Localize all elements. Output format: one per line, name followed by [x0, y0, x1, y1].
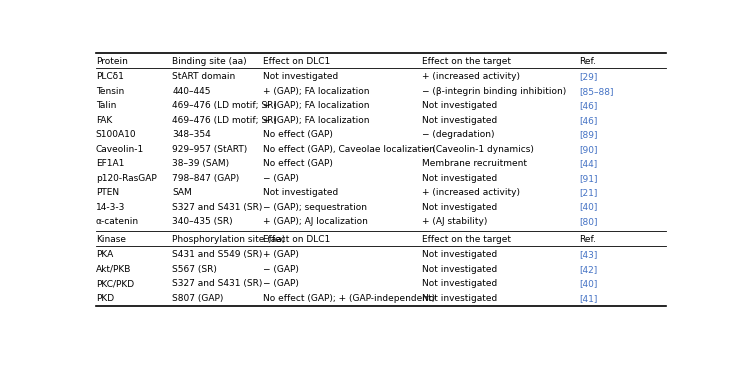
Text: [29]: [29] — [580, 72, 598, 81]
Text: [46]: [46] — [580, 116, 598, 125]
Text: 38–39 (SAM): 38–39 (SAM) — [172, 159, 230, 168]
Text: SAM: SAM — [172, 188, 192, 197]
Text: [43]: [43] — [580, 250, 598, 259]
Text: S327 and S431 (SR): S327 and S431 (SR) — [172, 203, 263, 212]
Text: Effect on DLC1: Effect on DLC1 — [263, 235, 330, 244]
Text: S567 (SR): S567 (SR) — [172, 265, 217, 274]
Text: Phosphorylation site (aa): Phosphorylation site (aa) — [172, 235, 285, 244]
Text: Effect on the target: Effect on the target — [422, 57, 511, 67]
Text: No effect (GAP): No effect (GAP) — [263, 159, 333, 168]
Text: + (GAP); AJ localization: + (GAP); AJ localization — [263, 217, 368, 226]
Text: Protein: Protein — [96, 57, 128, 67]
Text: 14-3-3: 14-3-3 — [96, 203, 125, 212]
Text: Not investigated: Not investigated — [263, 72, 338, 81]
Text: 348–354: 348–354 — [172, 130, 211, 139]
Text: Ref.: Ref. — [580, 57, 597, 67]
Text: PKC/PKD: PKC/PKD — [96, 279, 134, 288]
Text: Caveolin-1: Caveolin-1 — [96, 145, 144, 154]
Text: + (GAP): + (GAP) — [263, 250, 299, 259]
Text: Tensin: Tensin — [96, 87, 124, 96]
Text: Not investigated: Not investigated — [422, 116, 498, 125]
Text: StART domain: StART domain — [172, 72, 236, 81]
Text: [44]: [44] — [580, 159, 597, 168]
Text: [85–88]: [85–88] — [580, 87, 614, 96]
Text: + (GAP); FA localization: + (GAP); FA localization — [263, 87, 369, 96]
Text: α-catenin: α-catenin — [96, 217, 139, 226]
Text: [90]: [90] — [580, 145, 598, 154]
Text: [40]: [40] — [580, 279, 598, 288]
Text: Effect on the target: Effect on the target — [422, 235, 511, 244]
Text: Not investigated: Not investigated — [422, 203, 498, 212]
Text: [80]: [80] — [580, 217, 598, 226]
Text: Ref.: Ref. — [580, 235, 597, 244]
Text: − (GAP): − (GAP) — [263, 279, 299, 288]
Text: PKD: PKD — [96, 294, 114, 303]
Text: Not investigated: Not investigated — [422, 174, 498, 183]
Text: + (increased activity): + (increased activity) — [422, 188, 520, 197]
Text: − (degradation): − (degradation) — [422, 130, 495, 139]
Text: [42]: [42] — [580, 265, 597, 274]
Text: Binding site (aa): Binding site (aa) — [172, 57, 247, 67]
Text: S431 and S549 (SR): S431 and S549 (SR) — [172, 250, 263, 259]
Text: − (GAP): − (GAP) — [263, 174, 299, 183]
Text: 798–847 (GAP): 798–847 (GAP) — [172, 174, 239, 183]
Text: 929–957 (StART): 929–957 (StART) — [172, 145, 247, 154]
Text: − (GAP); sequestration: − (GAP); sequestration — [263, 203, 367, 212]
Text: + (GAP); FA localization: + (GAP); FA localization — [263, 116, 369, 125]
Text: Akt/PKB: Akt/PKB — [96, 265, 131, 274]
Text: 340–435 (SR): 340–435 (SR) — [172, 217, 233, 226]
Text: [41]: [41] — [580, 294, 598, 303]
Text: S327 and S431 (SR): S327 and S431 (SR) — [172, 279, 263, 288]
Text: p120-RasGAP: p120-RasGAP — [96, 174, 157, 183]
Text: + (GAP); FA localization: + (GAP); FA localization — [263, 101, 369, 110]
Text: 440–445: 440–445 — [172, 87, 211, 96]
Text: No effect (GAP), Caveolae localization: No effect (GAP), Caveolae localization — [263, 145, 435, 154]
Text: No effect (GAP); + (GAP-independent): No effect (GAP); + (GAP-independent) — [263, 294, 435, 303]
Text: Not investigated: Not investigated — [422, 279, 498, 288]
Text: − (β-integrin binding inhibition): − (β-integrin binding inhibition) — [422, 87, 566, 96]
Text: PLCδ1: PLCδ1 — [96, 72, 123, 81]
Text: Not investigated: Not investigated — [263, 188, 338, 197]
Text: Not investigated: Not investigated — [422, 250, 498, 259]
Text: S807 (GAP): S807 (GAP) — [172, 294, 224, 303]
Text: [91]: [91] — [580, 174, 598, 183]
Text: Effect on DLC1: Effect on DLC1 — [263, 57, 330, 67]
Text: PKA: PKA — [96, 250, 113, 259]
Text: 469–476 (LD motif; SR): 469–476 (LD motif; SR) — [172, 101, 277, 110]
Text: Not investigated: Not investigated — [422, 294, 498, 303]
Text: − (Caveolin-1 dynamics): − (Caveolin-1 dynamics) — [422, 145, 534, 154]
Text: Not investigated: Not investigated — [422, 101, 498, 110]
Text: Membrane recruitment: Membrane recruitment — [422, 159, 528, 168]
Text: PTEN: PTEN — [96, 188, 119, 197]
Text: [46]: [46] — [580, 101, 598, 110]
Text: 469–476 (LD motif; SR): 469–476 (LD motif; SR) — [172, 116, 277, 125]
Text: No effect (GAP): No effect (GAP) — [263, 130, 333, 139]
Text: Kinase: Kinase — [96, 235, 126, 244]
Text: [21]: [21] — [580, 188, 598, 197]
Text: [40]: [40] — [580, 203, 598, 212]
Text: − (GAP): − (GAP) — [263, 265, 299, 274]
Text: + (AJ stability): + (AJ stability) — [422, 217, 487, 226]
Text: Not investigated: Not investigated — [422, 265, 498, 274]
Text: EF1A1: EF1A1 — [96, 159, 124, 168]
Text: FAK: FAK — [96, 116, 112, 125]
Text: [89]: [89] — [580, 130, 598, 139]
Text: Talin: Talin — [96, 101, 116, 110]
Text: + (increased activity): + (increased activity) — [422, 72, 520, 81]
Text: S100A10: S100A10 — [96, 130, 137, 139]
